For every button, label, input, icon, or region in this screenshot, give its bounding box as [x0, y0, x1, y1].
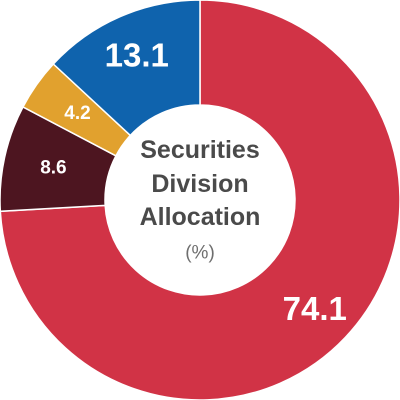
donut-center-text: Securities Division Allocation (%): [140, 136, 261, 264]
center-title-line-1: Securities: [140, 136, 260, 164]
slice-label-0: 74.1: [283, 290, 347, 327]
slice-label-1: 8.6: [40, 158, 66, 179]
center-title-line-2: Division: [151, 170, 248, 198]
center-unit-label: (%): [185, 243, 215, 264]
slice-label-3: 13.1: [105, 37, 169, 74]
donut-slice-labels: 74.1 8.6 4.2 13.1: [40, 37, 347, 327]
center-title-line-3: Allocation: [140, 203, 261, 231]
slice-label-2: 4.2: [64, 103, 90, 124]
donut-slice-3: [52, 0, 201, 137]
